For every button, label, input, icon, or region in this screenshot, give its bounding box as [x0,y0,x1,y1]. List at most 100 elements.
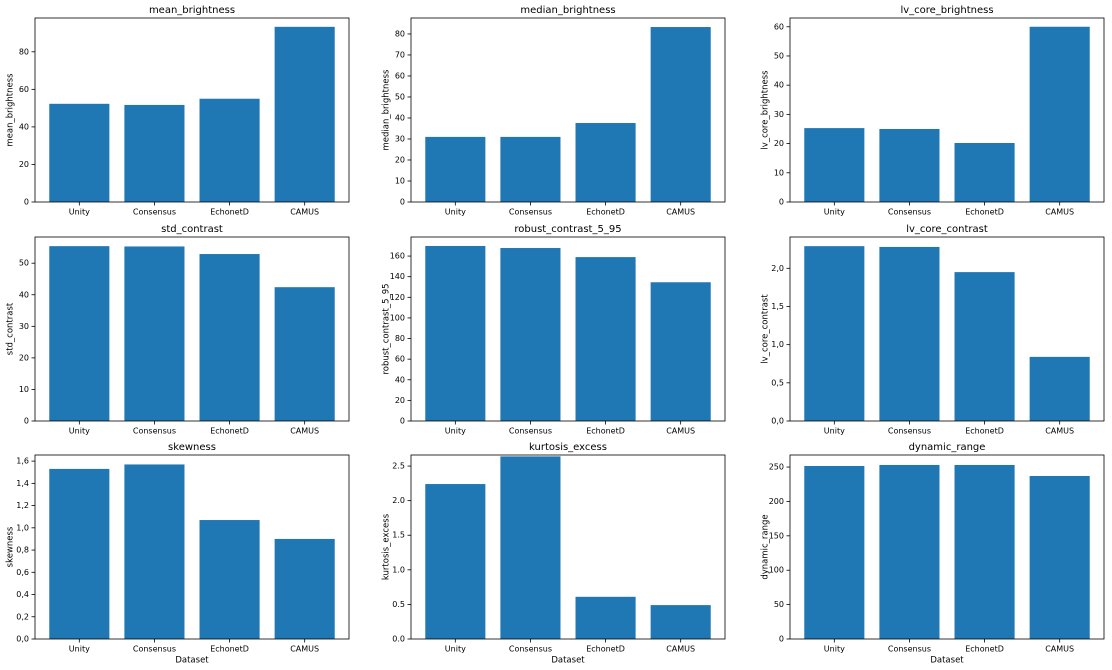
bar [425,245,486,421]
x-tick-label: Unity [69,208,90,217]
y-tick-label: 100 [390,313,405,322]
bar [274,538,335,639]
x-tick-label: EchonetD [965,208,1004,217]
x-tick-label: Unity [824,645,845,654]
chart-title: lv_core_contrast [906,224,988,235]
y-tick-label: 1,2 [16,501,29,510]
y-tick-label: 70 [395,50,405,59]
bar [500,456,561,639]
bar [274,287,335,421]
bar [425,136,486,202]
x-tick-label: Unity [445,208,466,217]
bar [274,26,335,202]
y-tick-label: 60 [395,71,405,80]
bar [804,466,865,639]
bar [575,596,636,639]
y-tick-label: 60 [395,355,405,364]
x-tick-label: EchonetD [586,427,625,436]
bar [124,104,185,202]
y-tick-label: 10 [774,168,784,177]
y-axis-label: mean_brightness [6,73,16,147]
x-tick-label: Unity [69,427,90,436]
bar [804,246,865,421]
y-tick-label: 1,4 [16,479,29,488]
y-tick-label: 200 [769,497,784,506]
bar [650,27,711,202]
y-tick-label: 0.0 [392,635,405,644]
bar [49,246,110,421]
x-tick-label: EchonetD [965,427,1004,436]
y-tick-label: 30 [774,110,784,119]
bar [575,123,636,202]
y-tick-label: 30 [19,322,29,331]
y-tick-label: 140 [390,272,405,281]
x-tick-label: Unity [824,208,845,217]
axes-frame [410,236,726,422]
chart-title: lv_core_brightness [900,5,993,16]
x-tick-label: Consensus [888,208,931,217]
bar [199,254,260,421]
x-tick-label: CAMUS [1045,427,1074,436]
chart-title: skewness [168,442,216,453]
bar [199,98,260,202]
bar [954,143,1015,202]
chart-title: mean_brightness [149,5,235,16]
y-tick-label: 0,4 [16,590,29,599]
chart-title: median_brightness [520,5,615,16]
y-tick-label: 0.5 [392,600,405,609]
bar [650,605,711,639]
y-tick-label: 20 [19,353,29,362]
chart-title: kurtosis_excess [529,442,607,453]
bar [1029,356,1090,421]
x-tick-label: Consensus [509,427,552,436]
y-tick-label: 20 [19,160,29,169]
y-tick-label: 50 [774,51,784,60]
axes-frame [410,17,726,203]
x-tick-label: EchonetD [210,645,249,654]
x-tick-label: Unity [445,427,466,436]
y-tick-label: 1,5 [771,302,784,311]
y-tick-label: 40 [395,375,405,384]
x-tick-label: Consensus [133,427,176,436]
x-tick-label: EchonetD [965,645,1004,654]
y-tick-label: 2.0 [392,496,405,505]
y-tick-label: 1,0 [16,523,29,532]
x-tick-label: CAMUS [1045,208,1074,217]
axes-frame [410,454,726,640]
y-tick-label: 30 [395,134,405,143]
bar [49,468,110,639]
x-tick-label: EchonetD [586,208,625,217]
bar [575,257,636,421]
y-tick-label: 20 [395,396,405,405]
axes-frame [789,454,1105,640]
y-tick-label: 40 [774,81,784,90]
y-tick-label: 120 [390,293,405,302]
bar [879,464,940,639]
y-axis-label: lv_core_brightness [761,70,771,150]
bar [879,128,940,202]
x-tick-label: CAMUS [290,645,319,654]
x-tick-label: CAMUS [290,427,319,436]
y-tick-label: 40 [395,113,405,122]
y-tick-label: 40 [19,290,29,299]
x-tick-label: CAMUS [666,645,695,654]
chart-title: robust_contrast_5_95 [514,224,621,235]
y-tick-label: 0,5 [771,378,784,387]
y-tick-label: 250 [769,463,784,472]
bar [199,520,260,639]
chart-title: dynamic_range [909,442,986,453]
axes-frame [789,236,1105,422]
y-tick-label: 0,0 [16,635,29,644]
y-tick-label: 20 [774,139,784,148]
y-tick-label: 80 [19,47,29,56]
y-axis-label: kurtosis_excess [382,513,392,580]
y-tick-label: 1.0 [392,565,405,574]
x-tick-label: Consensus [509,208,552,217]
x-tick-label: CAMUS [290,208,319,217]
axes-frame [34,236,350,422]
x-tick-label: Consensus [133,645,176,654]
x-tick-label: EchonetD [210,427,249,436]
chart-title: std_contrast [161,224,223,235]
y-tick-label: 2,0 [771,264,784,273]
